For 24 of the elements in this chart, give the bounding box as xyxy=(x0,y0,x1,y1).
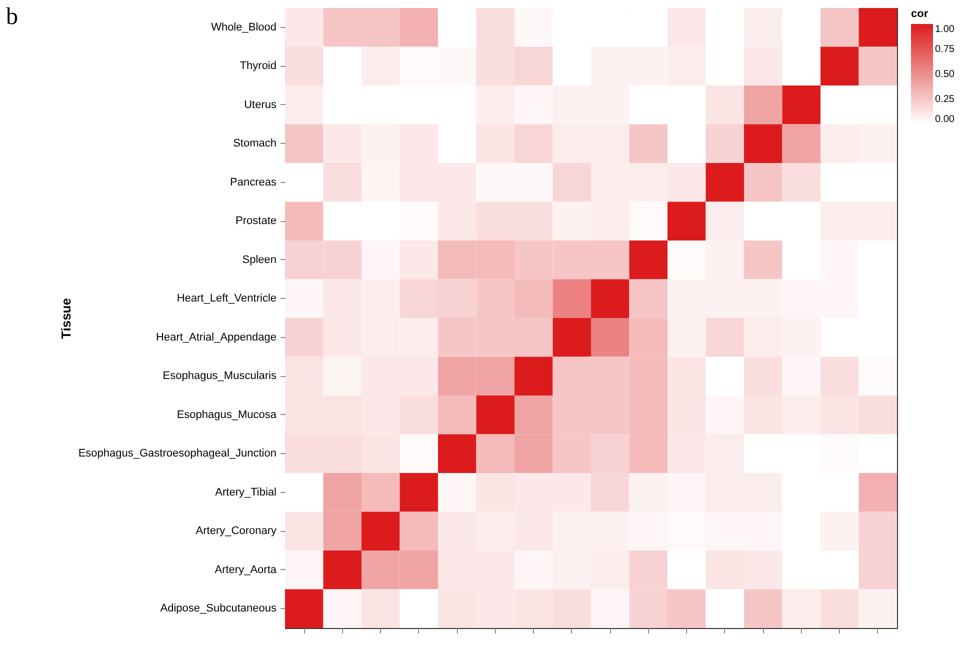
y-axis-title: Tissue xyxy=(58,298,74,339)
y-tick-label: Esophagus_Muscularis xyxy=(162,370,277,382)
color-bar-label: 0.50 xyxy=(935,69,955,80)
y-tick-label: Heart_Left_Ventricle xyxy=(176,292,276,305)
color-bar-title: cor xyxy=(911,8,929,20)
y-tick-label: Whole_Blood xyxy=(211,21,276,34)
y-tick-label: Thyroid xyxy=(240,60,276,72)
y-tick-label: Artery_Aorta xyxy=(214,564,278,576)
y-tick-label: Heart_Atrial_Appendage xyxy=(156,331,276,344)
y-tick-label: Pancreas xyxy=(230,176,277,188)
y-tick-label: Esophagus_Mucosa xyxy=(176,408,278,421)
y-tick-label: Uterus xyxy=(244,98,277,111)
text: b xyxy=(6,4,18,31)
y-tick-label: Artery_Tibial xyxy=(215,486,276,498)
color-bar-label: 1.00 xyxy=(935,24,955,35)
color-bar-label: 0.75 xyxy=(935,44,955,55)
color-bar-label: 0.25 xyxy=(935,94,955,105)
y-tick-label: Stomach xyxy=(233,138,276,150)
y-tick-label: Spleen xyxy=(242,254,276,266)
color-bar-label: 0.00 xyxy=(935,114,955,125)
y-tick-label: Adipose_Subcutaneous xyxy=(160,602,277,615)
y-tick-label: Artery_Coronary xyxy=(196,525,277,538)
y-tick-label: Esophagus_Gastroesophageal_Junction xyxy=(78,448,276,460)
y-tick-label: Prostate xyxy=(236,215,276,228)
